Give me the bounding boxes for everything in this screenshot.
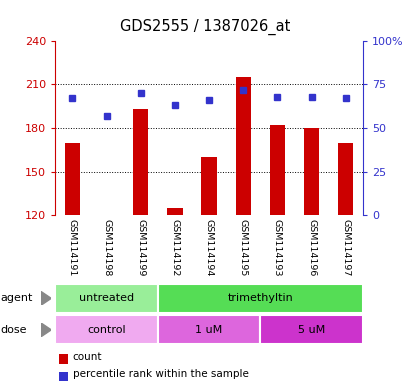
Text: GSM114195: GSM114195 — [238, 219, 247, 276]
Text: GSM114199: GSM114199 — [136, 219, 145, 276]
Text: GSM114192: GSM114192 — [170, 219, 179, 276]
Text: 5 uM: 5 uM — [297, 325, 324, 335]
Text: 1 uM: 1 uM — [195, 325, 222, 335]
Text: GSM114194: GSM114194 — [204, 219, 213, 276]
Bar — [157, 284, 362, 313]
Text: dose: dose — [1, 325, 27, 335]
Text: GSM114193: GSM114193 — [272, 219, 281, 276]
Bar — [133, 109, 148, 215]
Text: count: count — [72, 352, 102, 362]
Bar — [260, 315, 362, 344]
Text: untreated: untreated — [79, 293, 134, 303]
Text: GSM114191: GSM114191 — [68, 219, 77, 276]
Bar — [201, 157, 216, 215]
Text: percentile rank within the sample: percentile rank within the sample — [72, 369, 248, 379]
Bar — [65, 142, 80, 215]
Bar — [235, 77, 250, 215]
Bar — [55, 315, 157, 344]
Polygon shape — [41, 323, 51, 337]
Bar — [55, 284, 157, 313]
Bar — [167, 208, 182, 215]
Bar — [303, 128, 319, 215]
Text: trimethyltin: trimethyltin — [227, 293, 292, 303]
Bar — [269, 125, 284, 215]
Text: GSM114196: GSM114196 — [306, 219, 315, 276]
Bar — [157, 315, 260, 344]
Text: GSM114198: GSM114198 — [102, 219, 111, 276]
Bar — [337, 142, 353, 215]
Text: GDS2555 / 1387026_at: GDS2555 / 1387026_at — [119, 19, 290, 35]
Polygon shape — [41, 291, 51, 305]
Text: agent: agent — [1, 293, 33, 303]
Text: GSM114197: GSM114197 — [340, 219, 349, 276]
Text: control: control — [87, 325, 126, 335]
